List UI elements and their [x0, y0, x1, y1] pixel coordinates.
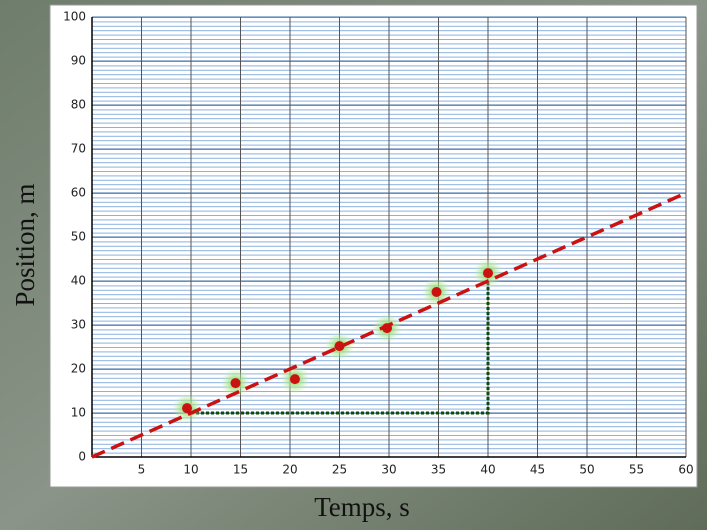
x-axis-title: Temps, s: [314, 492, 410, 522]
y-tick-label: 50: [71, 230, 86, 244]
y-tick-label: 40: [71, 274, 86, 288]
y-axis-title: Position, m: [10, 183, 40, 306]
x-tick-label: 5: [138, 463, 146, 477]
data-point: [483, 268, 493, 279]
slope-guide: [191, 281, 490, 415]
data-point: [382, 323, 393, 334]
y-tick-label: 70: [71, 142, 86, 156]
y-tick-label: 90: [71, 54, 86, 68]
y-tick-label: 20: [71, 362, 86, 376]
x-tick-label: 15: [233, 463, 248, 477]
data-point: [230, 378, 241, 389]
x-tick-label: 60: [678, 463, 693, 477]
x-tick-label: 30: [381, 463, 396, 477]
y-tick-label: 60: [71, 186, 86, 200]
x-tick-label: 50: [579, 463, 594, 477]
x-tick-label: 55: [629, 463, 644, 477]
x-tick-label: 40: [480, 463, 495, 477]
x-tick-label: 45: [530, 463, 545, 477]
x-tick-label: 10: [183, 463, 198, 477]
y-tick-label: 80: [71, 98, 86, 112]
data-point: [289, 374, 300, 385]
x-tick-label: 35: [431, 463, 446, 477]
data-point: [334, 341, 345, 352]
x-tick-label: 25: [332, 463, 347, 477]
y-tick-label: 30: [71, 318, 86, 332]
x-tick-label: 20: [282, 463, 297, 477]
y-tick-label: 100: [63, 10, 86, 24]
data-point: [182, 403, 193, 414]
y-tick-label: 0: [78, 450, 86, 464]
y-tick-label: 10: [71, 406, 86, 420]
data-point: [431, 287, 442, 297]
